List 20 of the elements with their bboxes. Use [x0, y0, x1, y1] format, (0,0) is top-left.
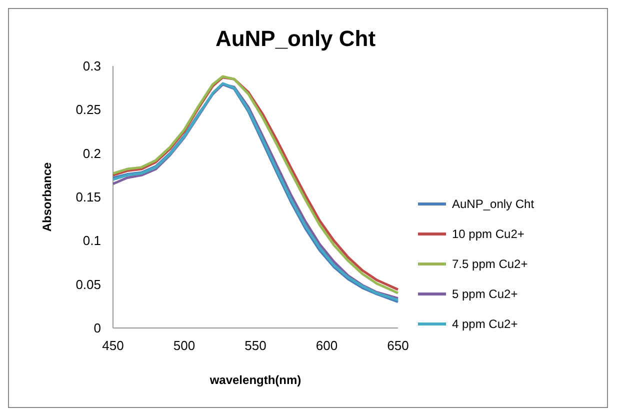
- y-tick-label: 0.05: [76, 276, 101, 292]
- legend-label: AuNP_only Cht: [452, 197, 535, 212]
- x-axis-title: wavelength(nm): [208, 373, 302, 387]
- chart-title: AuNP_only Cht: [215, 26, 376, 51]
- y-axis-title: Absorbance: [40, 162, 54, 232]
- y-tick-label: 0.15: [76, 190, 101, 205]
- y-tick-label: 0: [94, 320, 101, 336]
- legend-label: 5 ppm Cu2+: [452, 287, 518, 302]
- x-tick-label: 650: [387, 338, 409, 353]
- legend-label: 7.5 ppm Cu2+: [452, 257, 528, 272]
- y-tick-label: 0.25: [76, 102, 101, 118]
- legend-label: 4 ppm Cu2+: [452, 317, 518, 332]
- y-tick-label: 0.1: [82, 233, 101, 248]
- x-tick-label: 550: [244, 338, 266, 353]
- legend-label: 10 ppm Cu2+: [452, 227, 524, 242]
- y-tick-label: 0.3: [82, 58, 101, 74]
- x-tick-label: 450: [102, 338, 124, 353]
- x-tick-label: 600: [316, 338, 338, 353]
- y-tick-label: 0.2: [82, 146, 101, 161]
- x-tick-label: 500: [173, 338, 196, 353]
